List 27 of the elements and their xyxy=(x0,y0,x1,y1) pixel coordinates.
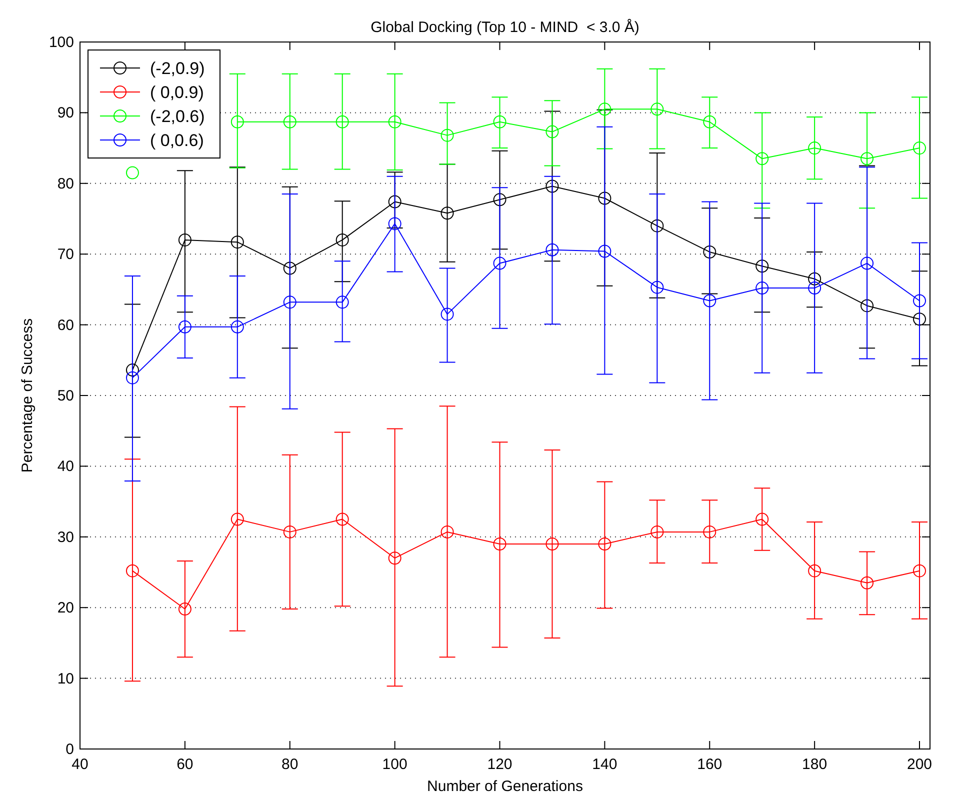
x-tick-label: 120 xyxy=(487,756,512,773)
y-tick-label: 30 xyxy=(57,528,74,546)
x-tick-label: 200 xyxy=(906,756,932,773)
x-axis-title: Number of Generations xyxy=(427,778,583,795)
y-tick-label: 50 xyxy=(57,388,74,404)
x-tick-label: 60 xyxy=(176,756,194,773)
y-tick-label: 60 xyxy=(57,316,74,334)
y-tick-label: 80 xyxy=(57,175,74,192)
legend-label: (-2,0.9) xyxy=(150,59,205,78)
x-tick-label: 40 xyxy=(72,756,88,773)
x-tick-label: 160 xyxy=(697,756,722,773)
y-tick-label: 70 xyxy=(57,246,74,264)
y-axis-title: Percentage of Success xyxy=(19,318,36,473)
y-tick-label: 0 xyxy=(66,741,74,758)
legend-label: ( 0,0.6) xyxy=(150,131,204,150)
x-tick-label: 80 xyxy=(282,756,298,773)
y-tick-label: 10 xyxy=(57,670,74,688)
chart-title: Global Docking (Top 10 - MIND < 3.0 Å) xyxy=(370,18,640,36)
x-tick-label: 180 xyxy=(802,756,828,773)
y-tick-label: 90 xyxy=(57,104,74,122)
legend-label: ( 0,0.9) xyxy=(150,83,204,102)
y-tick-label: 100 xyxy=(48,34,74,51)
legend-label: (-2,0.6) xyxy=(150,107,205,126)
y-tick-label: 40 xyxy=(57,458,74,476)
y-tick-label: 20 xyxy=(57,600,74,617)
x-tick-label: 140 xyxy=(592,756,618,773)
x-tick-label: 100 xyxy=(382,756,408,773)
